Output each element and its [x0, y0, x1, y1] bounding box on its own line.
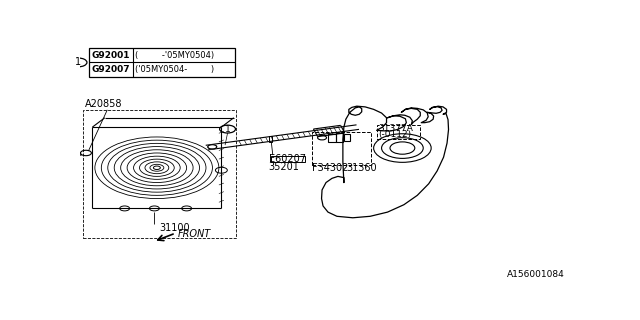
Bar — [312, 132, 371, 164]
Bar — [344, 134, 350, 141]
Text: (         -'05MY0504): ( -'05MY0504) — [135, 51, 214, 60]
Text: G92001: G92001 — [92, 51, 130, 60]
Text: A156001084: A156001084 — [508, 270, 565, 279]
Text: E60207: E60207 — [269, 154, 306, 164]
Text: (-0112): (-0112) — [379, 131, 412, 140]
Bar — [89, 48, 236, 76]
Text: F34302: F34302 — [312, 164, 349, 173]
Text: A20858: A20858 — [85, 99, 122, 108]
Bar — [328, 134, 336, 142]
Text: 1: 1 — [225, 124, 230, 133]
Text: FRONT: FRONT — [178, 228, 211, 238]
Bar — [271, 156, 305, 162]
Text: 35201: 35201 — [268, 162, 299, 172]
Bar — [337, 133, 344, 142]
Bar — [269, 136, 272, 142]
Text: ('05MY0504-         ): ('05MY0504- ) — [135, 65, 214, 74]
Text: 31100: 31100 — [159, 223, 190, 233]
Text: 31377A: 31377A — [379, 124, 413, 133]
Text: 1: 1 — [75, 57, 81, 68]
Bar — [376, 124, 420, 140]
Text: G92007: G92007 — [92, 65, 130, 74]
Bar — [83, 110, 236, 238]
Text: 31360: 31360 — [346, 164, 376, 173]
